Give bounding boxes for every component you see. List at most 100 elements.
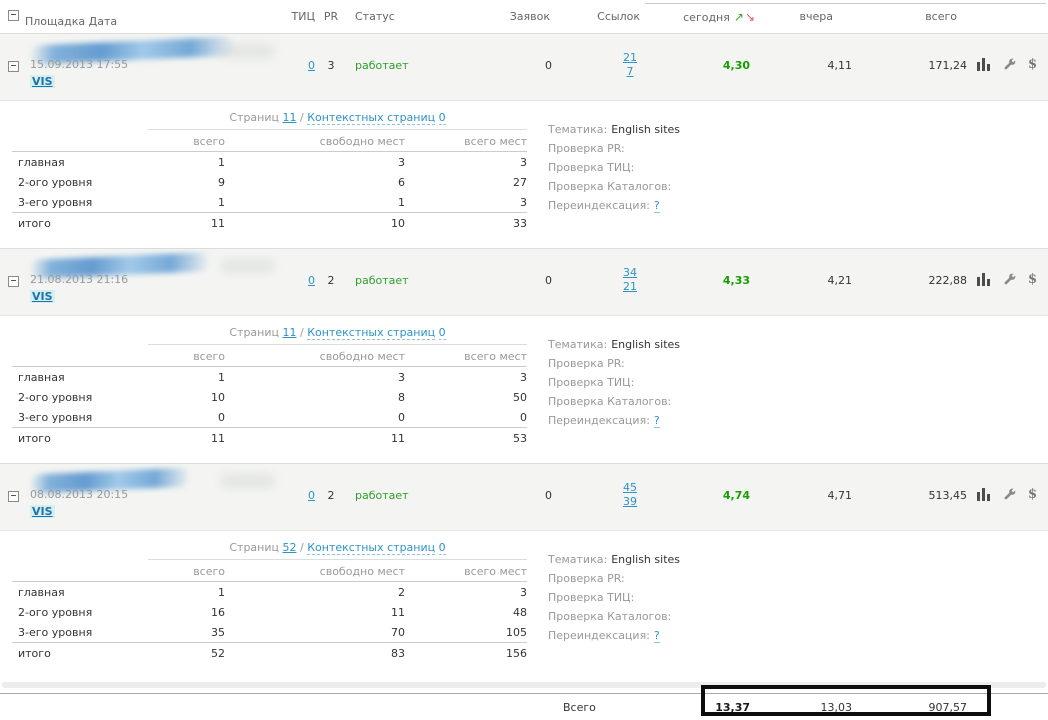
- reindex-label: Переиндексация:: [548, 629, 650, 642]
- reindex-help-link[interactable]: ?: [653, 629, 660, 643]
- requests-value: 0: [545, 274, 552, 287]
- pages-row-level2: 2-ого уровня 9 6 27: [18, 176, 527, 189]
- context-pages-link[interactable]: Контекстных страниц: [307, 541, 436, 555]
- col-header-status: Статус: [355, 10, 395, 23]
- pr-check-label: Проверка PR:: [548, 357, 625, 370]
- yesterday-value: 4,21: [827, 274, 853, 287]
- pr-check-label: Проверка PR:: [548, 572, 625, 585]
- payment-dollar-icon[interactable]: $: [1028, 487, 1038, 502]
- pages-count-link[interactable]: 52: [282, 541, 297, 554]
- links-count-top-link[interactable]: 45: [623, 481, 637, 494]
- reindex-row: Переиндексация:?: [548, 196, 680, 215]
- catalogs-check-row: Проверка Каталогов:: [548, 392, 680, 411]
- catalogs-check-row: Проверка Каталогов:: [548, 607, 680, 626]
- site-summary-row: 08.08.2013 20:15 VIS 0 2 работает 0 45 3…: [0, 463, 1048, 531]
- collapse-all-icon[interactable]: [8, 9, 19, 21]
- site-row-block: 15.09.2013 17:55 VIS 0 3 работает 0 21 7…: [0, 33, 1048, 248]
- total-value: 222,88: [928, 274, 968, 287]
- site-row-block: 21.08.2013 21:16 VIS 0 2 работает 0 34 2…: [0, 248, 1048, 463]
- today-value: 4,30: [722, 59, 750, 72]
- context-pages-link[interactable]: Контекстных страниц: [307, 326, 436, 340]
- pr-check-row: Проверка PR:: [548, 139, 680, 158]
- col-header-pr: PR: [323, 10, 339, 23]
- pr-value: 2: [327, 274, 335, 287]
- totals-label: Всего: [563, 700, 596, 714]
- collapse-row-icon[interactable]: [8, 61, 19, 72]
- site-summary-row: 15.09.2013 17:55 VIS 0 3 работает 0 21 7…: [0, 33, 1048, 101]
- vis-link[interactable]: VIS: [30, 505, 55, 518]
- context-pages-count-link[interactable]: 0: [438, 326, 446, 340]
- pages-row-level3: 3-его уровня 1 1 3: [18, 196, 527, 209]
- pages-row-main: главная 1 3 3: [12, 151, 527, 172]
- site-detail-panel: Страниц 11 / Контекстных страниц 0 всего…: [0, 101, 1048, 248]
- pages-count-link[interactable]: 11: [282, 111, 297, 124]
- links-count-bottom-link[interactable]: 7: [626, 65, 634, 78]
- tic-value-link[interactable]: 0: [308, 274, 315, 287]
- pages-row-main: главная 1 2 3: [12, 581, 527, 602]
- col-header-total: всего: [925, 10, 957, 23]
- pages-row-total: итого 11 10 33: [12, 212, 527, 233]
- context-pages-link[interactable]: Контекстных страниц: [307, 111, 436, 125]
- site-blur-smudge: [220, 259, 275, 273]
- pr-value: 3: [327, 59, 335, 72]
- reindex-help-link[interactable]: ?: [653, 414, 660, 428]
- pages-separator: /: [300, 111, 304, 124]
- tic-check-label: Проверка ТИЦ:: [548, 161, 635, 174]
- col-header-site: Площадка Дата: [25, 15, 118, 28]
- settings-wrench-icon[interactable]: [1003, 273, 1016, 286]
- totals-footer-row: Всего 13,37 13,03 907,57: [0, 685, 1048, 720]
- links-count-top-link[interactable]: 34: [623, 266, 637, 279]
- context-pages-count-link[interactable]: 0: [438, 111, 446, 125]
- tic-check-label: Проверка ТИЦ:: [548, 376, 635, 389]
- today-value: 4,33: [722, 274, 750, 287]
- col-header-links: Ссылок: [597, 10, 640, 23]
- links-count-bottom-link[interactable]: 39: [623, 495, 637, 508]
- site-properties: Тематика: English sites Проверка PR: Пров…: [548, 541, 680, 663]
- site-detail-panel: Страниц 11 / Контекстных страниц 0 всего…: [0, 316, 1048, 463]
- context-pages-count-link[interactable]: 0: [438, 541, 446, 555]
- settings-wrench-icon[interactable]: [1003, 58, 1016, 71]
- site-blur-smudge: [220, 474, 275, 488]
- sort-descending-icon[interactable]: ↘: [744, 9, 755, 24]
- theme-row: Тематика: English sites: [548, 335, 680, 354]
- sort-ascending-icon[interactable]: ↗: [733, 9, 744, 24]
- collapse-row-icon[interactable]: [8, 276, 19, 287]
- tic-value-link[interactable]: 0: [308, 489, 315, 502]
- tic-value-link[interactable]: 0: [308, 59, 315, 72]
- site-summary-row: 21.08.2013 21:16 VIS 0 2 работает 0 34 2…: [0, 248, 1048, 316]
- pages-label: Страниц: [229, 326, 279, 339]
- statistics-chart-icon[interactable]: [977, 273, 991, 286]
- total-value: 171,24: [928, 59, 968, 72]
- pages-count-link[interactable]: 11: [282, 326, 297, 339]
- site-blur-smudge: [220, 44, 275, 58]
- totals-yesterday-value: 13,03: [820, 700, 853, 714]
- table-header: Площадка Дата ТИЦ PR Статус Заявок Ссыло…: [0, 0, 1048, 33]
- site-detail-panel: Страниц 52 / Контекстных страниц 0 всего…: [0, 531, 1048, 678]
- site-added-date: 21.08.2013 21:16: [30, 273, 129, 286]
- theme-label: Тематика:: [548, 338, 608, 351]
- links-count-top-link[interactable]: 21: [623, 51, 637, 64]
- tic-check-row: Проверка ТИЦ:: [548, 158, 680, 177]
- statistics-chart-icon[interactable]: [977, 58, 991, 71]
- reindex-help-link[interactable]: ?: [653, 199, 660, 213]
- vis-link[interactable]: VIS: [30, 75, 55, 88]
- tic-check-label: Проверка ТИЦ:: [548, 591, 635, 604]
- pages-label: Страниц: [229, 541, 279, 554]
- links-count-bottom-link[interactable]: 21: [623, 280, 637, 293]
- col-header-tic: ТИЦ: [291, 10, 316, 23]
- payment-dollar-icon[interactable]: $: [1028, 272, 1038, 287]
- total-value: 513,45: [928, 489, 968, 502]
- status-text: работает: [355, 274, 409, 287]
- vis-link[interactable]: VIS: [30, 290, 55, 303]
- theme-label: Тематика:: [548, 123, 608, 136]
- reindex-row: Переиндексация:?: [548, 626, 680, 645]
- pages-row-main: главная 1 3 3: [12, 366, 527, 387]
- statistics-chart-icon[interactable]: [977, 488, 991, 501]
- collapse-row-icon[interactable]: [8, 491, 19, 502]
- payment-dollar-icon[interactable]: $: [1028, 57, 1038, 72]
- pages-separator: /: [300, 326, 304, 339]
- settings-wrench-icon[interactable]: [1003, 488, 1016, 501]
- theme-value: English sites: [611, 123, 681, 136]
- site-rows-container: 15.09.2013 17:55 VIS 0 3 работает 0 21 7…: [0, 33, 1048, 678]
- pages-row-level2: 2-ого уровня 10 8 50: [18, 391, 527, 404]
